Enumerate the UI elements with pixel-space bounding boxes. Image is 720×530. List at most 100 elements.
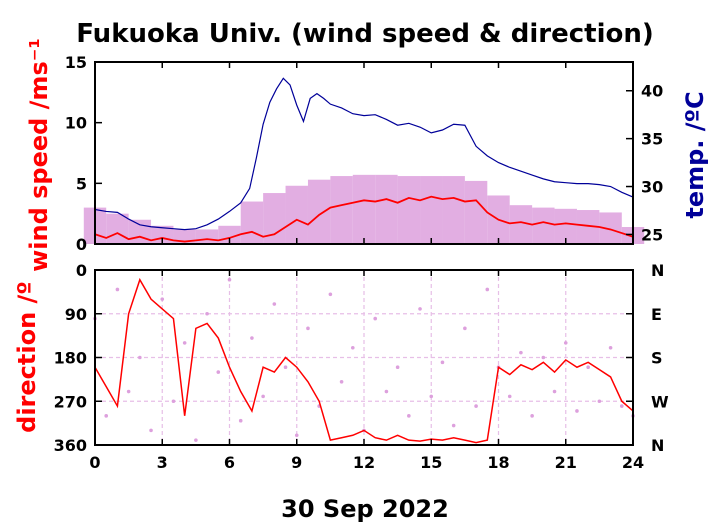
wind-speed-band-bar: [330, 176, 353, 244]
direction-scatter-point: [474, 404, 478, 408]
direction-scatter-point: [238, 418, 243, 423]
wind-speed-band-bar: [532, 207, 555, 244]
wind-speed-band-bar: [599, 212, 622, 244]
compass-tick-label: N: [651, 436, 664, 455]
x-tick-label: 24: [622, 453, 644, 472]
direction-scatter-point: [104, 414, 109, 418]
direction-axis-label: direction /º: [13, 281, 41, 433]
wind-speed-band-bar: [442, 176, 465, 244]
direction-scatter-point: [597, 399, 602, 404]
direction-scatter-point: [530, 414, 534, 418]
direction-scatter-point: [395, 365, 400, 370]
direction-scatter-point: [507, 394, 512, 399]
direction-scatter-point: [171, 399, 176, 404]
wind-speed-tick-label: 10: [65, 114, 87, 133]
direction-scatter-series: [93, 277, 635, 442]
direction-scatter-point: [463, 326, 467, 331]
direction-scatter-point: [294, 433, 299, 438]
x-tick-label: 3: [157, 453, 168, 472]
wind-speed-tick-label: 0: [76, 235, 87, 254]
compass-tick-label: W: [651, 392, 669, 411]
temperature-tick-label: 25: [641, 225, 663, 244]
direction-scatter-point: [149, 428, 153, 433]
wind-speed-band-bar: [375, 174, 398, 244]
date-axis-label: 30 Sep 2022: [281, 495, 449, 523]
direction-scatter-point: [350, 345, 355, 350]
direction-scatter-point: [586, 365, 590, 370]
direction-scatter-point: [619, 404, 624, 408]
direction-scatter-point: [205, 311, 209, 316]
wind-speed-band-bar: [285, 185, 308, 244]
x-tick-label: 12: [353, 453, 375, 472]
wind-speed-ticks: 0 5 10 15 25 30 35 40: [65, 53, 664, 254]
x-tick-label: 21: [555, 453, 577, 472]
direction-scatter-point: [115, 287, 120, 292]
direction-tick-label: 90: [65, 305, 87, 324]
x-tick-label: 9: [291, 453, 302, 472]
direction-scatter-point: [575, 409, 579, 413]
direction-tick-label: 270: [54, 392, 87, 411]
direction-gridlines: [95, 270, 633, 445]
x-tick-label: 6: [224, 453, 235, 472]
wind-speed-tick-label: 5: [76, 174, 87, 193]
temperature-axis-label: temp. /ºC: [681, 91, 709, 218]
wind-speed-axis-label: wind speed /ms⁻¹: [25, 38, 53, 272]
direction-scatter-point: [485, 287, 490, 292]
wind-speed-band-bar: [576, 210, 600, 244]
compass-tick-label: E: [651, 305, 662, 324]
direction-scatter-point: [407, 414, 411, 418]
direction-scatter-point: [126, 389, 131, 394]
direction-scatter-point: [227, 277, 232, 282]
temperature-tick-label: 40: [641, 82, 663, 101]
wind-speed-band-bar: [128, 219, 152, 244]
temperature-line: [94, 77, 634, 231]
wind-speed-panel: 0 5 10 15 25 30 35 40 wind speed /ms⁻¹ temp. /º…: [25, 38, 709, 272]
wind-speed-band-bar: [509, 205, 533, 244]
compass-tick-label: S: [651, 349, 663, 368]
direction-scatter-point: [261, 394, 265, 399]
direction-scatter-point: [216, 370, 221, 374]
direction-scatter-point: [563, 341, 568, 345]
direction-scatter-point: [519, 350, 523, 355]
wind-speed-band-bar: [106, 213, 129, 244]
direction-scatter-point: [306, 326, 310, 331]
direction-scatter-point: [272, 302, 277, 306]
x-tick-label: 18: [487, 453, 509, 472]
direction-scatter-point: [283, 365, 288, 370]
temperature-tick-label: 35: [641, 130, 663, 149]
wind-speed-band-bar: [397, 176, 421, 244]
direction-scatter-point: [194, 438, 198, 442]
direction-scatter-point: [182, 341, 187, 345]
direction-line: [94, 277, 634, 444]
direction-tick-label: 0: [76, 261, 87, 280]
temperature-tick-label: 30: [641, 178, 663, 197]
direction-scatter-point: [552, 389, 557, 394]
direction-scatter-point: [339, 380, 344, 384]
direction-scatter-point: [418, 307, 422, 311]
direction-tick-label: 360: [54, 436, 87, 455]
wind-speed-band-bar: [240, 201, 264, 244]
direction-scatter-point: [160, 297, 165, 301]
direction-scatter-point: [541, 355, 546, 360]
direction-scatter-point: [250, 336, 254, 340]
direction-scatter-point: [138, 355, 142, 360]
direction-scatter-point: [429, 394, 434, 399]
wind-speed-band-bar: [195, 229, 219, 244]
direction-scatter-point: [384, 389, 389, 394]
wind-speed-band-bar: [554, 208, 577, 244]
wind-speed-band-bar: [307, 179, 331, 244]
x-tick-label: 0: [89, 453, 100, 472]
direction-ticks: 0 3 6 9 12 15 18 21 24 0 N 90 E 180 S 270 W 360 N: [54, 261, 669, 472]
wind-speed-tick-label: 15: [65, 53, 87, 72]
wind-speed-band-bar: [352, 174, 376, 244]
x-tick-label: 15: [420, 453, 442, 472]
direction-tick-label: 180: [54, 349, 87, 368]
direction-scatter-point: [328, 292, 333, 297]
direction-scatter-point: [440, 360, 445, 365]
wind-speed-line: [94, 195, 634, 243]
compass-tick-label: N: [651, 261, 664, 280]
wind-speed-band-bar: [420, 176, 443, 244]
direction-panel: 0 3 6 9 12 15 18 21 24 0 N 90 E 180 S 270 W 360 N directio…: [13, 261, 669, 472]
chart-title: Fukuoka Univ. (wind speed & direction): [76, 19, 654, 49]
